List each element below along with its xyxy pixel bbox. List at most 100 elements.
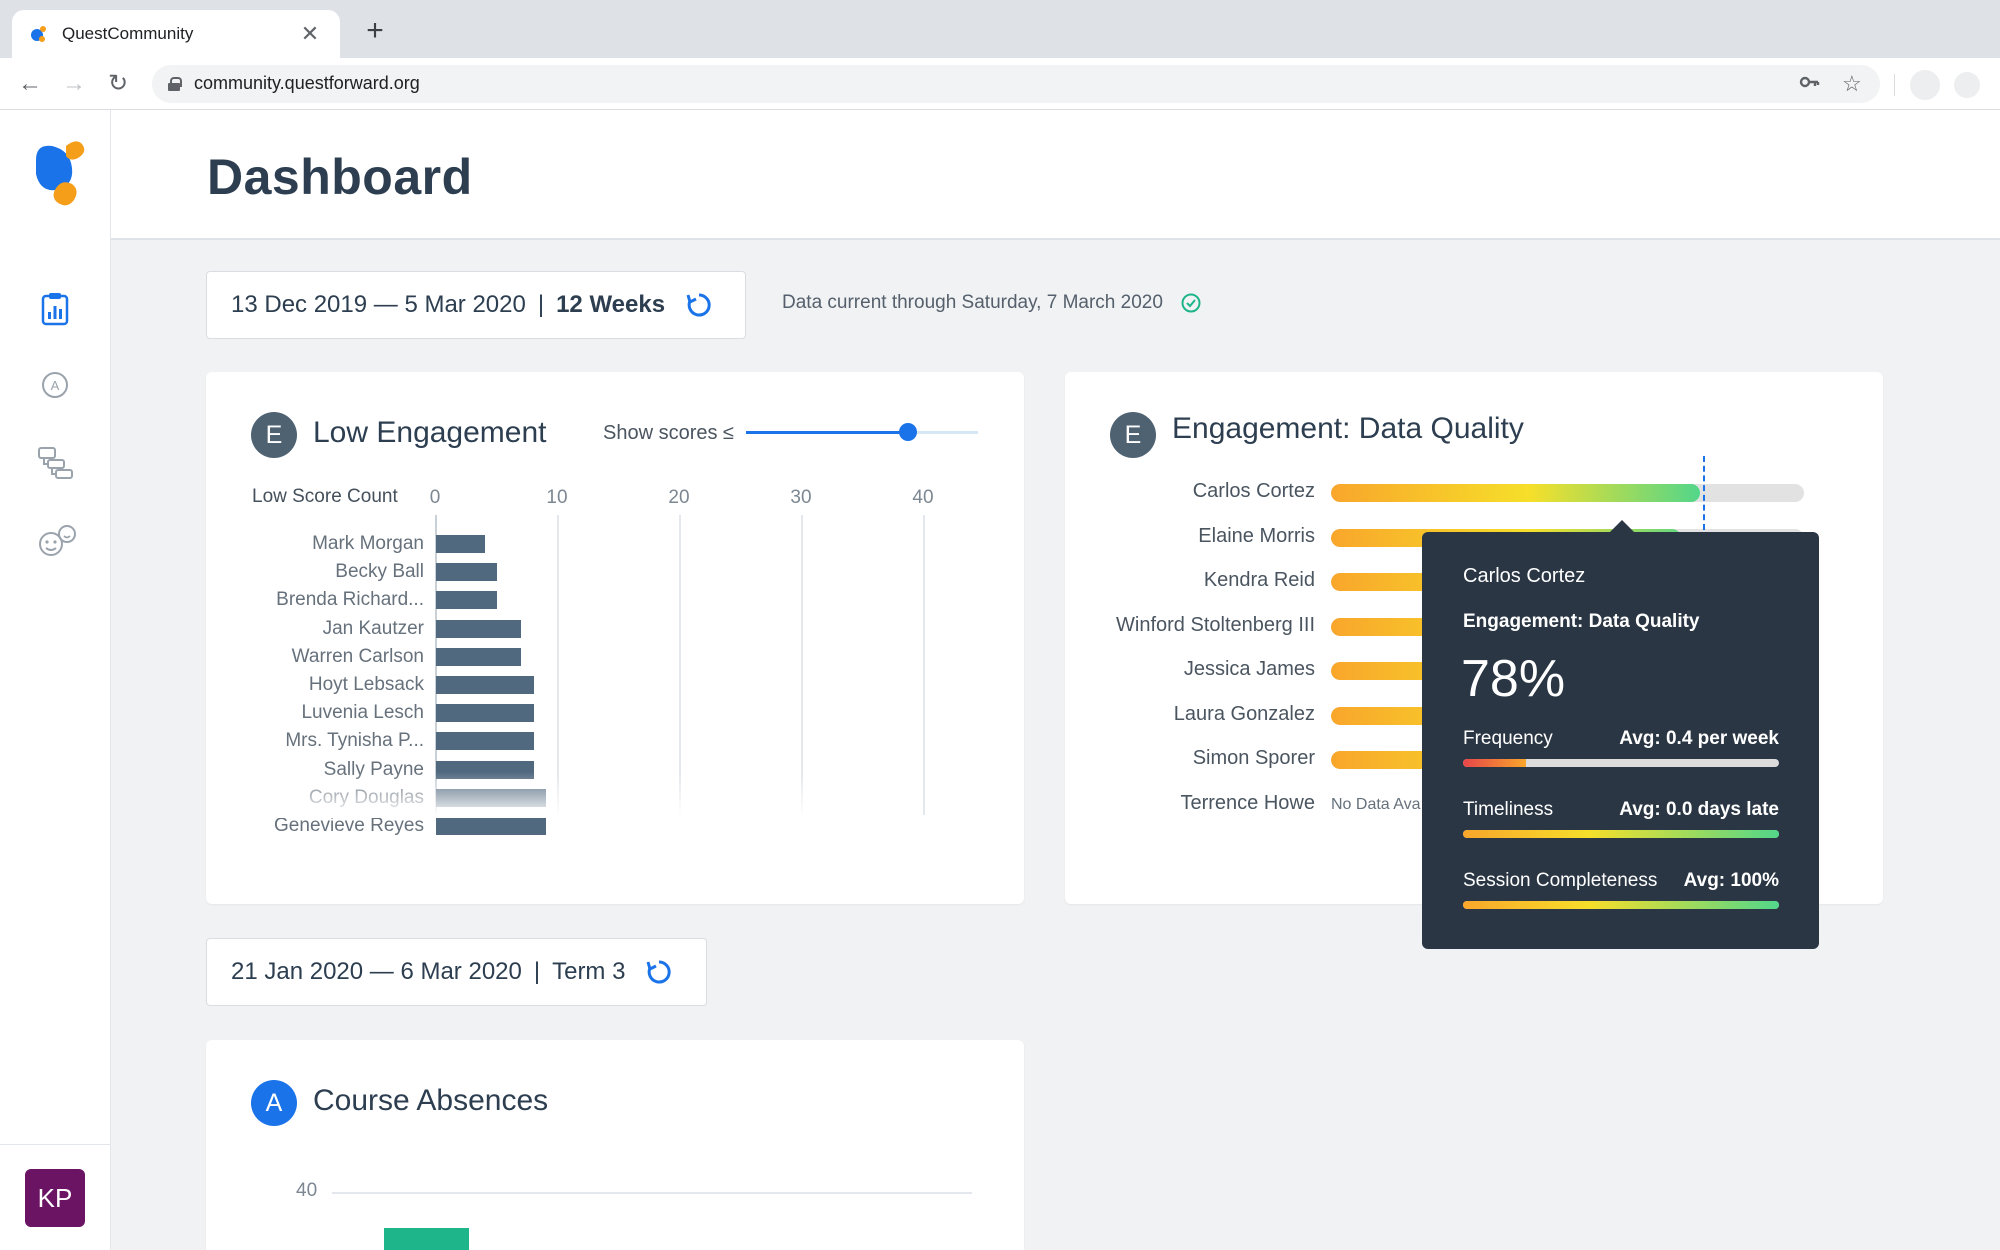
data-quality-title: Engagement: Data Quality bbox=[1172, 412, 1524, 445]
range-separator: | bbox=[533, 958, 541, 985]
refresh-icon[interactable] bbox=[645, 958, 673, 986]
low-score-bar[interactable] bbox=[436, 563, 497, 582]
low-engagement-card: E Low Engagement Show scores ≤ Low Score… bbox=[206, 372, 1024, 904]
absences-nav-icon[interactable]: A bbox=[36, 366, 74, 404]
low-score-bar[interactable] bbox=[436, 732, 534, 751]
student-name-label[interactable]: Luvenia Lesch bbox=[301, 702, 424, 724]
x-tick-label: 30 bbox=[790, 487, 812, 508]
sidebar-divider bbox=[0, 1144, 110, 1145]
address-bar[interactable]: community.questforward.org ☆ bbox=[152, 65, 1880, 103]
app-sidebar: A KP bbox=[0, 110, 111, 1250]
hover-marker-line bbox=[1703, 456, 1705, 530]
student-name-label[interactable]: Hoyt Lebsack bbox=[308, 674, 424, 695]
engagement-badge: E bbox=[1110, 412, 1156, 458]
browser-toolbar: ← → ↻ community.questforward.org ☆ bbox=[0, 58, 2000, 110]
dq-bar-track[interactable] bbox=[1331, 484, 1804, 502]
browser-tabstrip: QuestCommunity ✕ + bbox=[0, 0, 2000, 58]
low-score-bar[interactable] bbox=[436, 817, 546, 835]
tooltip-row-bar bbox=[1463, 901, 1779, 909]
dq-student-name: Elaine Morris bbox=[1198, 524, 1315, 547]
low-score-bar[interactable] bbox=[436, 704, 534, 723]
gridline bbox=[923, 515, 925, 815]
dashboard-nav-icon[interactable] bbox=[36, 290, 74, 328]
tooltip-row-label: Timeliness bbox=[1463, 799, 1554, 820]
key-icon[interactable] bbox=[1798, 71, 1820, 99]
url-text[interactable]: community.questforward.org bbox=[194, 73, 420, 93]
bookmark-star-icon[interactable]: ☆ bbox=[1842, 71, 1862, 96]
low-engagement-title: Low Engagement bbox=[313, 416, 547, 449]
dq-student-name: Carlos Cortez bbox=[1192, 480, 1315, 502]
student-name-label[interactable]: Mark Morgan bbox=[312, 533, 424, 554]
dq-bar-fill bbox=[1331, 484, 1700, 502]
data-current-text: Data current through Saturday, 7 March 2… bbox=[782, 292, 1163, 313]
term-range-selector[interactable]: 21 Jan 2020 — 6 Mar 2020 | Term 3 bbox=[206, 938, 707, 1006]
close-tab-icon[interactable]: ✕ bbox=[300, 21, 320, 46]
hierarchy-nav-icon[interactable] bbox=[36, 444, 74, 482]
svg-text:A: A bbox=[51, 378, 60, 393]
browser-tab[interactable]: QuestCommunity ✕ bbox=[12, 10, 340, 58]
absences-badge: A bbox=[251, 1080, 297, 1126]
tooltip-row-bar-fill bbox=[1463, 759, 1527, 767]
user-avatar[interactable]: KP bbox=[25, 1169, 85, 1227]
student-name-label[interactable]: Mrs. Tynisha P... bbox=[285, 730, 424, 752]
low-score-bar[interactable] bbox=[436, 676, 534, 694]
tooltip-row-avg: Avg: 0.4 per week bbox=[1619, 728, 1779, 749]
data-quality-tooltip: Carlos Cortez Engagement: Data Quality 7… bbox=[1422, 520, 1819, 949]
tooltip-row-bar bbox=[1463, 830, 1779, 838]
low-score-bar[interactable] bbox=[436, 591, 497, 610]
page-header: Dashboard bbox=[111, 110, 2000, 240]
toolbar-divider bbox=[1894, 74, 1895, 96]
student-name-label[interactable]: Genevieve Reyes bbox=[274, 815, 424, 836]
page-title: Dashboard bbox=[207, 149, 473, 205]
gridline bbox=[679, 515, 681, 815]
score-slider[interactable] bbox=[746, 423, 978, 441]
x-tick-label: 40 bbox=[912, 487, 934, 508]
slider-fill bbox=[746, 431, 909, 434]
absences-bar bbox=[384, 1228, 469, 1250]
tooltip-percent: 78% bbox=[1461, 650, 1566, 708]
date-range-selector[interactable]: 13 Dec 2019 — 5 Mar 2020 | 12 Weeks bbox=[206, 271, 746, 339]
check-circle-icon bbox=[1181, 293, 1201, 313]
new-tab-button[interactable]: + bbox=[366, 14, 384, 47]
low-score-axis-label: Low Score Count bbox=[252, 486, 398, 507]
course-absences-card: A Course Absences 40 bbox=[206, 1040, 1024, 1250]
student-name-label[interactable]: Becky Ball bbox=[335, 561, 424, 583]
slider-label: Show scores ≤ bbox=[603, 422, 735, 444]
forward-icon[interactable]: → bbox=[62, 70, 86, 97]
term-range-text: 21 Jan 2020 — 6 Mar 2020 bbox=[231, 958, 522, 985]
students-nav-icon[interactable] bbox=[36, 522, 76, 560]
dq-no-data-label: No Data Ava bbox=[1331, 795, 1421, 813]
term-period: Term 3 bbox=[552, 958, 626, 985]
x-tick-label: 0 bbox=[429, 487, 441, 508]
tooltip-row-label: Session Completeness bbox=[1463, 870, 1658, 891]
low-score-bar[interactable] bbox=[436, 535, 485, 553]
dq-student-name: Kendra Reid bbox=[1203, 569, 1315, 591]
tooltip-row-avg: Avg: 0.0 days late bbox=[1619, 799, 1779, 820]
menu-icon[interactable] bbox=[1954, 72, 1980, 98]
dq-student-name: Terrence Howe bbox=[1180, 791, 1315, 814]
tooltip-row-bar bbox=[1463, 759, 1779, 767]
tab-title: QuestCommunity bbox=[62, 24, 194, 43]
low-score-bar[interactable] bbox=[436, 647, 522, 666]
back-icon[interactable]: ← bbox=[18, 70, 42, 97]
tooltip-row-bar-fill bbox=[1463, 901, 1779, 909]
student-name-label[interactable]: Jan Kautzer bbox=[322, 617, 424, 639]
refresh-icon[interactable] bbox=[685, 291, 713, 319]
data-current-note: Data current through Saturday, 7 March 2… bbox=[782, 292, 1201, 314]
gridline bbox=[557, 515, 559, 815]
absences-gridline bbox=[332, 1192, 972, 1194]
profile-icon[interactable] bbox=[1910, 70, 1940, 100]
low-score-bar[interactable] bbox=[436, 619, 522, 638]
student-name-label[interactable]: Warren Carlson bbox=[291, 645, 424, 667]
dq-student-name: Jessica James bbox=[1183, 658, 1315, 680]
slider-thumb[interactable] bbox=[899, 423, 918, 441]
absences-y-tick: 40 bbox=[296, 1180, 318, 1201]
lock-icon bbox=[168, 77, 182, 91]
dq-student-name: Laura Gonzalez bbox=[1173, 702, 1315, 725]
quest-logo[interactable] bbox=[30, 138, 92, 210]
range-separator: | bbox=[537, 291, 545, 318]
reload-icon[interactable]: ↻ bbox=[107, 70, 129, 97]
student-name-label[interactable]: Brenda Richard... bbox=[276, 589, 424, 611]
gridline bbox=[801, 515, 803, 815]
dq-student-name: Winford Stoltenberg III bbox=[1116, 613, 1315, 636]
